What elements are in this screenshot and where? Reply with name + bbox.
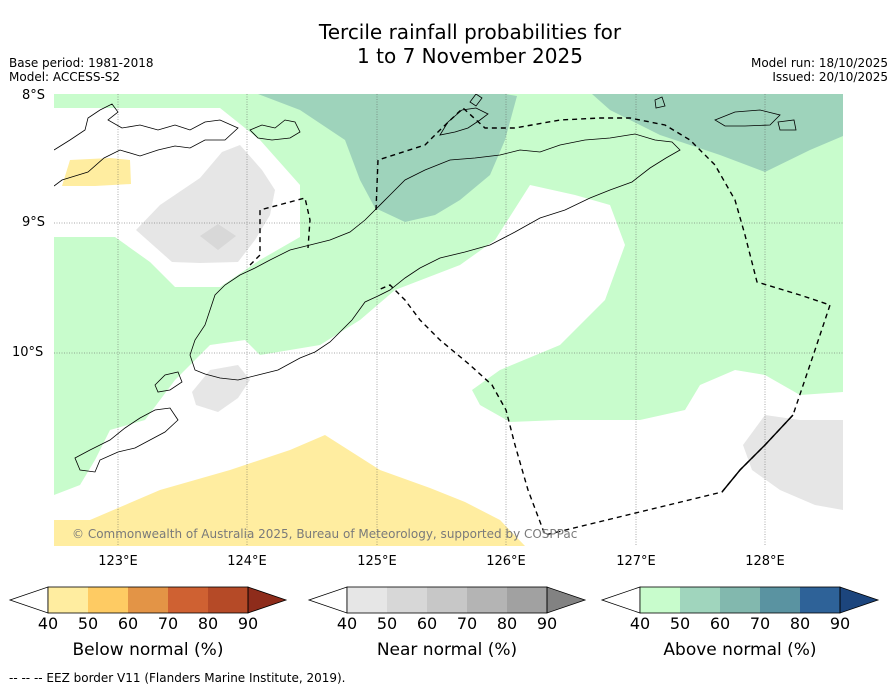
coastline-romang	[654, 96, 666, 109]
colorbar-below-tick: 50	[77, 614, 99, 633]
colorbar-above-tick: 90	[829, 614, 851, 633]
lon-label-124e: 124°E	[227, 554, 267, 569]
colorbar-near-high-triangle	[546, 586, 587, 614]
colorbar-above-high-triangle	[839, 586, 880, 614]
colorbar-near-title: Near normal (%)	[376, 640, 518, 660]
colorbar-below-segment	[168, 587, 208, 613]
lon-label-128e: 128°E	[745, 554, 785, 569]
near-normal-region-west	[136, 145, 275, 263]
colorbar-below-high-triangle	[247, 586, 288, 614]
colorbar-near-segment	[387, 587, 427, 613]
above-normal-60-region-east	[592, 94, 843, 172]
colorbar-above-tick: 50	[669, 614, 691, 633]
colorbar-above-segment	[720, 587, 760, 613]
colorbar-above-tick: 40	[629, 614, 651, 633]
colorbar-near-segment	[347, 587, 387, 613]
below-normal-region-north	[62, 158, 131, 186]
colorbar-below-tick: 40	[37, 614, 59, 633]
probability-layers	[54, 94, 843, 546]
issued-date: Issued: 20/10/2025	[772, 70, 888, 84]
colorbar-below-title: Below normal (%)	[72, 640, 224, 660]
lat-label-10s: 10°S	[12, 345, 44, 360]
colorbar-near-tick: 80	[496, 614, 518, 633]
colorbar-near-outline	[346, 586, 548, 614]
colorbar-near-segment	[427, 587, 467, 613]
model-run: Model run: 18/10/2025	[750, 56, 888, 70]
lat-label-8s: 8°S	[22, 88, 46, 103]
coastline-timor	[189, 133, 681, 381]
lat-label-9s: 9°S	[22, 215, 46, 230]
title-line-1: Tercile rainfall probabilities for	[318, 20, 622, 44]
colorbar-near-tick: 60	[416, 614, 438, 633]
eez-footnote: -- -- -- EEZ border V11 (Flanders Marine…	[9, 671, 346, 685]
coastline-dawera	[777, 119, 797, 131]
coastline-flores	[54, 103, 239, 187]
colorbar-above-low-triangle	[600, 586, 641, 614]
colorbar-above-tick: 70	[749, 614, 771, 633]
lon-label-127e: 127°E	[616, 554, 656, 569]
lon-label-125e: 125°E	[357, 554, 397, 569]
colorbar-above-tick: 60	[709, 614, 731, 633]
map-title: Tercile rainfall probabilities for 1 to …	[0, 20, 896, 68]
below-normal-region-south	[54, 435, 525, 546]
eez-borders	[249, 107, 831, 536]
colorbar-below-segment	[48, 587, 88, 613]
meta-right: Model run: 18/10/2025 Issued: 20/10/2025	[751, 56, 888, 84]
colorbar-below-segment	[128, 587, 168, 613]
colorbar-below-segment	[208, 587, 248, 613]
coastlines	[54, 94, 797, 473]
coastline-babar	[714, 109, 781, 127]
coastline-savu	[154, 371, 183, 393]
colorbar-near-tick: 50	[376, 614, 398, 633]
colorbar-above-tick: 80	[789, 614, 811, 633]
colorbar-below-tick: 90	[237, 614, 259, 633]
eez-border-timor-leste	[375, 107, 831, 536]
colorbar-above-segment	[760, 587, 800, 613]
above-normal-region	[54, 94, 843, 495]
colorbar-below-outline	[47, 586, 249, 614]
lon-label-126e: 126°E	[486, 554, 526, 569]
colorbar-below-low-triangle	[8, 586, 49, 614]
coastline-alor-pantar	[249, 119, 301, 141]
colorbar-near-tick: 70	[456, 614, 478, 633]
colorbar-above-segment	[800, 587, 840, 613]
colorbar-near-segment	[467, 587, 507, 613]
near-normal-region-east	[743, 415, 843, 510]
colorbar-near-low-triangle	[307, 586, 348, 614]
colorbar-above-title: Above normal (%)	[663, 640, 817, 660]
colorbar-near-segment	[507, 587, 547, 613]
colorbar-near-tick: 90	[536, 614, 558, 633]
meta-left: Base period: 1981-2018 Model: ACCESS-S2	[9, 56, 154, 84]
colorbar-below-tick: 80	[197, 614, 219, 633]
coastline-wetar-north	[469, 94, 483, 107]
above-normal-60-region	[258, 94, 517, 222]
near-normal-region-south	[192, 365, 250, 412]
colorbar-near-tick: 40	[336, 614, 358, 633]
near-normal-60-region	[200, 224, 236, 250]
colorbar-above-segment	[640, 587, 680, 613]
colorbar-below-tick: 60	[117, 614, 139, 633]
colorbar-above-segment	[680, 587, 720, 613]
eez-border-oecusse	[249, 197, 311, 266]
model-name: Model: ACCESS-S2	[9, 70, 121, 84]
colorbar-above-outline	[639, 586, 841, 614]
colorbar-below-segment	[88, 587, 128, 613]
base-period: Base period: 1981-2018	[9, 56, 154, 70]
copyright-text: © Commonwealth of Australia 2025, Bureau…	[72, 527, 577, 541]
eez-border-solid-segment	[721, 414, 794, 493]
colorbar-below-tick: 70	[157, 614, 179, 633]
title-line-2: 1 to 7 November 2025	[357, 44, 583, 68]
colorbars	[8, 586, 880, 614]
coastline-sumba	[74, 407, 179, 473]
lon-label-123e: 123°E	[98, 554, 138, 569]
